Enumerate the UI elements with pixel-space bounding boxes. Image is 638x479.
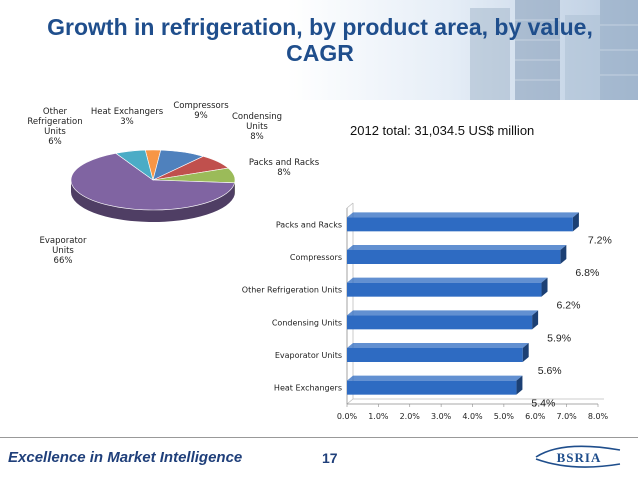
x-tick-label: 4.0%: [462, 412, 483, 421]
bar-data-label: 5.9%: [547, 332, 571, 344]
x-tick-label: 8.0%: [588, 412, 609, 421]
bar-data-label: 6.2%: [557, 300, 581, 312]
pie-label-heat-exchangers: Heat Exchangers 3%: [90, 107, 164, 127]
bar-end-5: [516, 375, 523, 395]
pie-label-packs-racks: Packs and Racks 8%: [248, 158, 320, 178]
bar-end-0: [572, 212, 579, 232]
bar-5: [347, 380, 517, 395]
x-tick-label: 5.0%: [494, 412, 515, 421]
bar-category-label: Evaporator Units: [275, 351, 342, 360]
slide-title: Growth in refrigeration, by product area…: [47, 14, 593, 66]
bar-category-label: Other Refrigeration Units: [242, 286, 342, 295]
page-number: 17: [322, 450, 338, 466]
pie-slice-5: [115, 149, 154, 181]
bar-data-label: 5.6%: [538, 365, 562, 377]
bar-data-label: 6.8%: [575, 267, 599, 279]
bar-category-label: Packs and Racks: [276, 220, 342, 229]
bar-end-4: [522, 343, 529, 362]
bar-data-label: 7.2%: [588, 234, 612, 246]
x-tick-label: 6.0%: [525, 412, 546, 421]
header-skyline-image: [0, 0, 638, 100]
bar-top-0: [347, 212, 579, 218]
bar-0: [347, 217, 573, 232]
bar-category-label: Condensing Units: [272, 318, 342, 327]
bsria-logo: BSRIA: [535, 445, 621, 468]
bar-top-5: [347, 375, 523, 381]
x-tick-label: 2.0%: [400, 412, 421, 421]
x-tick-label: 0.0%: [337, 412, 358, 421]
svg-text:BSRIA: BSRIA: [557, 450, 602, 465]
bar-end-3: [532, 310, 539, 330]
x-tick-label: 3.0%: [431, 412, 452, 421]
pie-label-compressors: Compressors 9%: [173, 101, 229, 121]
bar-data-label: 5.4%: [531, 398, 555, 410]
pie-label-condensing-units: Condensing Units 8%: [231, 112, 283, 142]
bar-top-3: [347, 310, 539, 316]
footer-tagline: Excellence in Market Intelligence: [8, 449, 243, 466]
x-tick-label: 7.0%: [556, 412, 577, 421]
bar-4: [347, 348, 523, 362]
bar-1: [347, 250, 561, 264]
bar-top-4: [347, 343, 529, 348]
bar-3: [347, 315, 533, 330]
bar-end-2: [541, 277, 548, 297]
bar-2: [347, 282, 542, 297]
pie-label-other-refrigeration: Other Refrigeration Units 6%: [27, 107, 83, 147]
bar-top-2: [347, 277, 548, 283]
x-tick-label: 1.0%: [368, 412, 389, 421]
pie-slice-4: [70, 152, 236, 211]
bar-top-1: [347, 245, 567, 250]
pie-slice-side-4: [71, 180, 235, 222]
bar-category-label: Heat Exchangers: [274, 384, 342, 393]
bar-floor-edge: [346, 202, 354, 405]
bar-end-1: [560, 245, 567, 264]
footer-divider: [0, 437, 638, 438]
pie-label-evaporator-units: Evaporator Units 66%: [39, 236, 87, 266]
pie-total-note: 2012 total: 31,034.5 US$ million: [350, 123, 535, 138]
bar-category-label: Compressors: [290, 253, 342, 262]
